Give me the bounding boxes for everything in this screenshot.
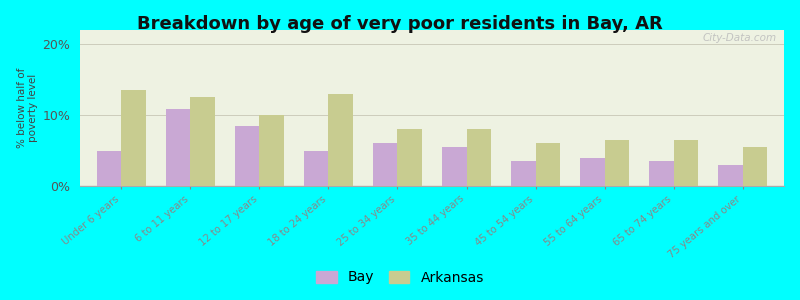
Bar bbox=[466, 129, 490, 186]
Bar bbox=[674, 140, 698, 186]
Bar bbox=[580, 158, 605, 186]
Text: Breakdown by age of very poor residents in Bay, AR: Breakdown by age of very poor residents … bbox=[137, 15, 663, 33]
Bar bbox=[650, 161, 674, 186]
Bar bbox=[329, 94, 353, 186]
Bar bbox=[374, 143, 398, 186]
Bar bbox=[398, 129, 422, 186]
Bar bbox=[235, 126, 259, 186]
Bar bbox=[535, 143, 560, 186]
Bar bbox=[304, 151, 329, 186]
Text: City-Data.com: City-Data.com bbox=[703, 33, 777, 43]
Bar bbox=[742, 147, 766, 186]
Bar bbox=[442, 147, 466, 186]
Y-axis label: % below half of
poverty level: % below half of poverty level bbox=[17, 68, 38, 148]
Bar bbox=[718, 165, 742, 186]
Bar bbox=[190, 98, 214, 186]
Bar bbox=[98, 151, 122, 186]
Bar bbox=[511, 161, 535, 186]
Bar bbox=[259, 115, 284, 186]
Legend: Bay, Arkansas: Bay, Arkansas bbox=[310, 265, 490, 290]
Bar bbox=[166, 110, 190, 186]
Bar bbox=[605, 140, 629, 186]
Bar bbox=[122, 90, 146, 186]
